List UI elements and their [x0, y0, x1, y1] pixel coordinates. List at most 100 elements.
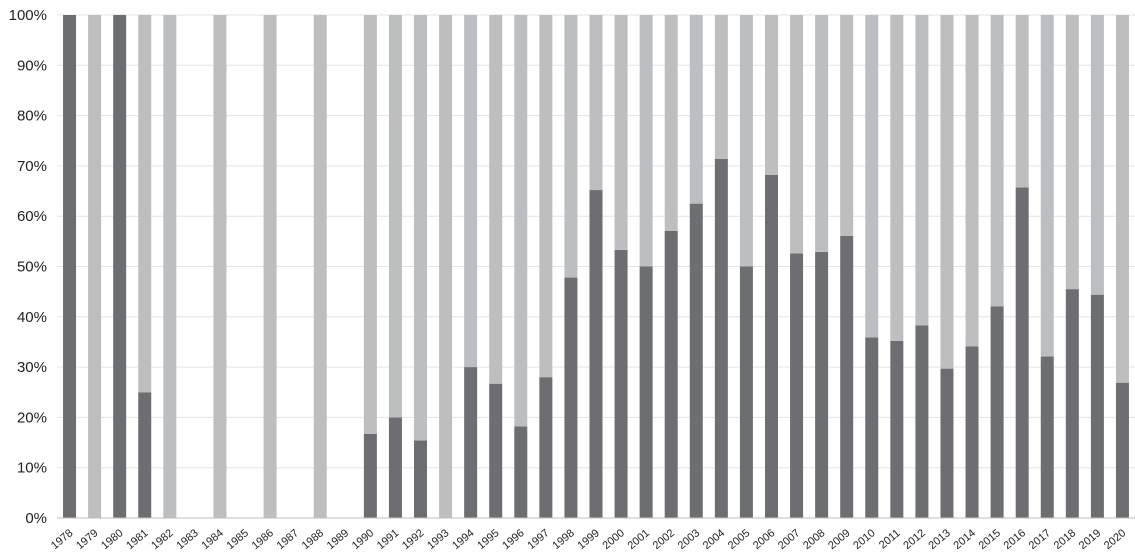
x-tick-label-1990: 1990 — [350, 527, 376, 552]
bar-1991-series-1 — [388, 417, 402, 518]
bar-2014-series-1 — [965, 346, 979, 518]
y-tick-label: 100% — [9, 7, 47, 24]
bar-2008-series-2 — [815, 15, 829, 252]
x-tick-label-1991: 1991 — [375, 527, 401, 552]
bar-2001-series-2 — [639, 15, 653, 267]
bar-2000-series-1 — [614, 249, 628, 518]
y-tick-label: 50% — [17, 259, 47, 276]
bar-1980-series-1 — [113, 15, 127, 518]
x-tick-label-2006: 2006 — [751, 527, 777, 552]
bar-1981-series-1 — [138, 392, 152, 518]
bar-2007-series-2 — [790, 15, 804, 254]
y-tick-label: 30% — [17, 359, 47, 376]
bar-2002-series-2 — [664, 15, 678, 231]
x-tick-label-1984: 1984 — [199, 527, 225, 552]
y-tick-label: 0% — [25, 510, 47, 527]
x-tick-label-2003: 2003 — [676, 527, 702, 552]
x-tick-label-1998: 1998 — [550, 527, 576, 552]
bar-1994-series-2 — [464, 15, 478, 368]
bar-2005-series-2 — [739, 15, 753, 267]
x-tick-label-2012: 2012 — [901, 527, 927, 552]
bar-2002-series-1 — [664, 230, 678, 519]
x-tick-label-2008: 2008 — [801, 527, 827, 552]
x-tick-label-2018: 2018 — [1052, 527, 1078, 552]
x-tick-label-1983: 1983 — [174, 527, 200, 552]
y-tick-label: 80% — [17, 108, 47, 125]
x-tick-label-1997: 1997 — [525, 527, 551, 552]
bar-1993-series-2 — [439, 15, 453, 518]
x-tick-label-1980: 1980 — [99, 527, 125, 552]
bar-2019-series-2 — [1090, 15, 1104, 295]
bar-2009-series-1 — [840, 235, 854, 518]
bar-2020-series-2 — [1115, 15, 1129, 383]
bar-2009-series-2 — [840, 15, 854, 236]
x-tick-label-1989: 1989 — [325, 527, 351, 552]
x-tick-label-2005: 2005 — [726, 527, 752, 552]
bar-2011-series-1 — [890, 340, 904, 518]
bar-2015-series-2 — [990, 15, 1004, 307]
x-tick-label-2000: 2000 — [601, 527, 627, 552]
bar-1995-series-1 — [489, 383, 503, 518]
bar-2013-series-2 — [940, 15, 954, 369]
bar-1994-series-1 — [464, 367, 478, 518]
bar-2005-series-1 — [739, 266, 753, 518]
bar-1996-series-1 — [514, 426, 528, 518]
x-tick-label-2007: 2007 — [776, 527, 802, 552]
x-tick-label-1987: 1987 — [275, 527, 301, 552]
y-axis-tick-labels: 0% 10% 20% 30% 40% 50% 60% 70% 80% 90% 100% — [9, 7, 47, 527]
bar-2011-series-2 — [890, 15, 904, 341]
x-tick-label-2009: 2009 — [826, 527, 852, 552]
y-tick-label: 60% — [17, 208, 47, 225]
x-tick-label-1982: 1982 — [149, 527, 175, 552]
bar-2018-series-2 — [1065, 15, 1079, 290]
bar-2000-series-2 — [614, 15, 628, 250]
bar-2017-series-2 — [1040, 15, 1054, 357]
bar-2006-series-2 — [764, 15, 778, 175]
bar-1979-series-2 — [88, 15, 102, 518]
bar-2008-series-1 — [815, 251, 829, 518]
x-tick-label-2004: 2004 — [701, 527, 727, 552]
bar-2010-series-1 — [865, 337, 879, 518]
x-tick-label-2015: 2015 — [977, 527, 1003, 552]
bar-1998-series-2 — [564, 15, 578, 278]
y-tick-label: 70% — [17, 158, 47, 175]
x-tick-label-2013: 2013 — [926, 527, 952, 552]
x-tick-label-2017: 2017 — [1027, 527, 1053, 552]
bar-1992-series-2 — [414, 15, 428, 441]
x-tick-label-1993: 1993 — [425, 527, 451, 552]
bar-1984-series-2 — [213, 15, 227, 518]
x-tick-label-1988: 1988 — [300, 527, 326, 552]
bar-1998-series-1 — [564, 277, 578, 518]
bar-2014-series-2 — [965, 15, 979, 347]
bar-1982-series-2 — [163, 15, 177, 518]
x-tick-label-1996: 1996 — [500, 527, 526, 552]
x-tick-label-2001: 2001 — [626, 527, 652, 552]
bar-1981-series-2 — [138, 15, 152, 393]
x-tick-label-2019: 2019 — [1077, 527, 1103, 552]
bar-2001-series-1 — [639, 266, 653, 518]
y-tick-label: 10% — [17, 460, 47, 477]
x-tick-label-2010: 2010 — [851, 527, 877, 552]
bar-1988-series-2 — [313, 15, 327, 518]
bar-1995-series-2 — [489, 15, 503, 384]
y-tick-label: 40% — [17, 309, 47, 326]
x-tick-label-1999: 1999 — [575, 527, 601, 552]
bar-2004-series-2 — [714, 15, 728, 159]
x-tick-label-1994: 1994 — [450, 527, 476, 552]
bar-2003-series-1 — [689, 203, 703, 518]
bar-2018-series-1 — [1065, 289, 1079, 518]
bars — [63, 15, 1129, 519]
bar-2012-series-2 — [915, 15, 929, 326]
x-axis-tick-labels: 1978197919801981198219831984198519861987… — [49, 527, 1128, 552]
bar-1978-series-1 — [63, 15, 77, 518]
bar-1999-series-1 — [589, 190, 603, 518]
bar-2013-series-1 — [940, 368, 954, 518]
bar-2015-series-1 — [990, 306, 1004, 518]
x-tick-label-1986: 1986 — [250, 527, 276, 552]
x-tick-label-2016: 2016 — [1002, 527, 1028, 552]
bar-2003-series-2 — [689, 15, 703, 204]
bar-1999-series-2 — [589, 15, 603, 191]
bar-2012-series-1 — [915, 325, 929, 518]
